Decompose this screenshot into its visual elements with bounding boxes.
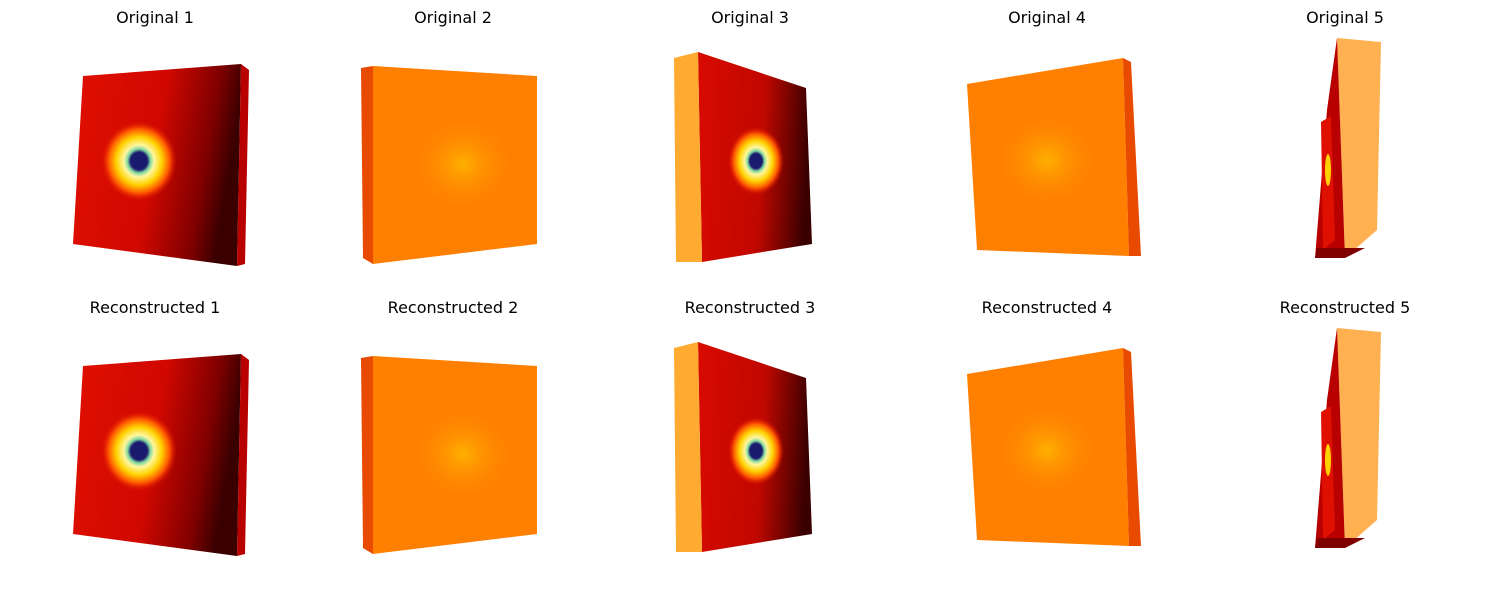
panel-original-2: Original 2 <box>303 0 603 290</box>
volume-render <box>967 348 1141 546</box>
panel-title: Reconstructed 4 <box>981 298 1113 317</box>
panel-title: Reconstructed 2 <box>387 298 519 317</box>
volume-render <box>1315 328 1381 548</box>
panel-reconstructed-2: Reconstructed 2 <box>303 290 603 580</box>
volume-render <box>73 354 249 556</box>
volume-render <box>361 66 537 264</box>
volume-render <box>361 356 537 554</box>
panel-original-5: Original 5 <box>1195 0 1495 290</box>
panel-reconstructed-5: Reconstructed 5 <box>1195 290 1495 580</box>
volume-render <box>967 58 1141 256</box>
panel-reconstructed-3: Reconstructed 3 <box>600 290 900 580</box>
panel-title: Original 2 <box>414 8 492 27</box>
volume-render <box>1315 38 1381 258</box>
panel-title: Original 1 <box>116 8 194 27</box>
panel-original-1: Original 1 <box>5 0 305 290</box>
panel-title: Reconstructed 1 <box>89 298 221 317</box>
volume-render <box>674 52 812 262</box>
volume-render <box>674 342 812 552</box>
panel-title: Reconstructed 3 <box>684 298 816 317</box>
panel-original-3: Original 3 <box>600 0 900 290</box>
panel-original-4: Original 4 <box>897 0 1197 290</box>
volume-render <box>73 64 249 266</box>
panel-title: Original 3 <box>711 8 789 27</box>
panel-reconstructed-4: Reconstructed 4 <box>897 290 1197 580</box>
panel-title: Original 5 <box>1306 8 1384 27</box>
panel-reconstructed-1: Reconstructed 1 <box>5 290 305 580</box>
panel-title: Reconstructed 5 <box>1279 298 1411 317</box>
panel-title: Original 4 <box>1008 8 1086 27</box>
